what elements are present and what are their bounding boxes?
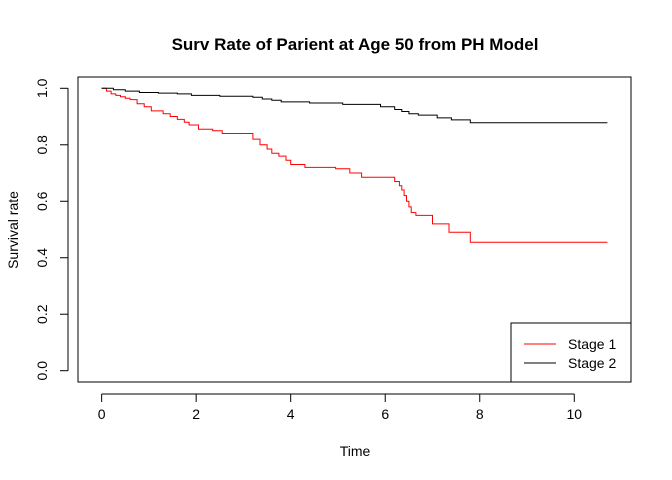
chart-title: Surv Rate of Parient at Age 50 from PH M… xyxy=(172,35,539,54)
y-tick-label: 0.0 xyxy=(34,361,50,381)
x-tick-label: 4 xyxy=(287,406,295,422)
y-tick-label: 0.8 xyxy=(34,135,50,155)
y-tick-label: 0.4 xyxy=(34,248,50,268)
series-line-stage-2 xyxy=(101,87,608,124)
legend-label: Stage 2 xyxy=(568,355,616,371)
series-line-stage-1 xyxy=(101,87,608,243)
plot-frame xyxy=(77,76,632,383)
x-tick-label: 8 xyxy=(476,406,484,422)
x-tick-label: 10 xyxy=(566,406,582,422)
x-axis: 0 2 4 6 8 10 xyxy=(98,393,582,422)
x-tick-label: 0 xyxy=(98,406,106,422)
y-tick-label: 0.6 xyxy=(34,191,50,211)
legend-box xyxy=(510,322,632,383)
legend-label: Stage 1 xyxy=(568,336,616,352)
legend: Stage 1 Stage 2 xyxy=(510,322,632,383)
series-layer xyxy=(101,87,608,243)
y-axis-label: Survival rate xyxy=(5,191,21,269)
x-tick-label: 6 xyxy=(381,406,389,422)
y-axis: 0.0 0.2 0.4 0.6 0.8 1.0 xyxy=(34,78,69,381)
y-tick-label: 1.0 xyxy=(34,78,50,98)
x-axis-label: Time xyxy=(340,443,371,459)
x-tick-label: 2 xyxy=(192,406,200,422)
y-tick-label: 0.2 xyxy=(34,304,50,324)
